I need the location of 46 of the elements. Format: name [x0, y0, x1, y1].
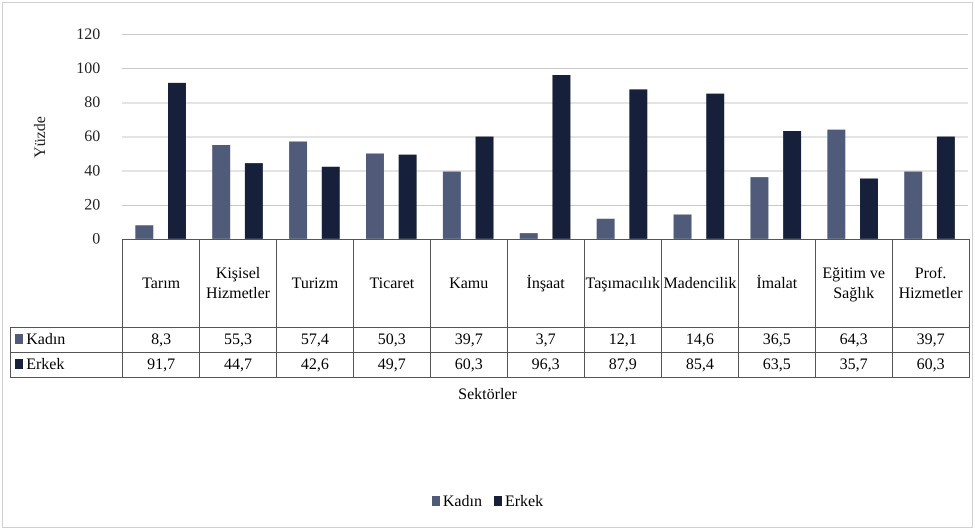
text: Erkek: [504, 493, 544, 510]
data-label: 60,3: [430, 352, 508, 378]
data-label: 60,3: [892, 352, 970, 378]
x-tick-label: Taşımacılık: [584, 240, 662, 328]
data-label: 42,6: [276, 352, 354, 378]
data-label: 87,9: [584, 352, 662, 378]
data-label: 55,3: [200, 328, 276, 353]
data-label: 64,3: [815, 328, 892, 353]
data-label: 39,7: [430, 328, 508, 353]
x-tick-label: Turizm: [276, 240, 354, 328]
data-label: 44,7: [200, 352, 276, 378]
y-tick-label: 100: [76, 60, 100, 77]
data-label: 57,4: [276, 328, 354, 353]
data-label: 39,7: [892, 328, 970, 353]
y-axis-title: Yüzde: [32, 116, 49, 158]
data-label: 91,7: [122, 352, 200, 378]
x-tick-label: Kamu: [430, 240, 508, 328]
data-label: 50,3: [353, 328, 430, 353]
x-tick-label: İnşaat: [507, 240, 584, 328]
legend-label: Erkek: [10, 352, 123, 378]
x-tick-label: Madencilik: [661, 240, 738, 328]
data-label: 3,7: [507, 328, 584, 353]
x-tick-label: Eğitim ve Sağlık: [815, 240, 892, 328]
data-label: 12,1: [584, 328, 662, 353]
y-tick-label: 120: [76, 26, 100, 43]
data-label: 96,3: [507, 352, 584, 378]
x-tick-label: Prof. Hizmetler: [892, 240, 970, 328]
y-tick-label: 20: [84, 196, 100, 214]
data-label: 14,6: [661, 328, 738, 353]
x-tick-label: Kişisel Hizmetler: [200, 240, 276, 328]
data-label: 85,4: [661, 352, 738, 378]
legend-label: Kadın: [10, 328, 123, 353]
y-tick-label: 40: [84, 162, 100, 180]
y-tick-label: 80: [84, 94, 100, 112]
text: Kadın: [442, 493, 482, 510]
x-tick-label: İmalat: [738, 240, 816, 328]
y-tick-label: 60: [84, 128, 100, 146]
y-tick-label: 0: [92, 230, 100, 248]
data-label: 35,7: [815, 352, 892, 378]
text: Sektörler: [457, 386, 518, 404]
data-label: 49,7: [353, 352, 430, 378]
x-tick-label: Tarım: [122, 240, 200, 328]
data-label: 36,5: [738, 328, 816, 353]
data-label: 8,3: [122, 328, 200, 353]
x-tick-label: Ticaret: [353, 240, 430, 328]
data-label: 63,5: [738, 352, 816, 378]
